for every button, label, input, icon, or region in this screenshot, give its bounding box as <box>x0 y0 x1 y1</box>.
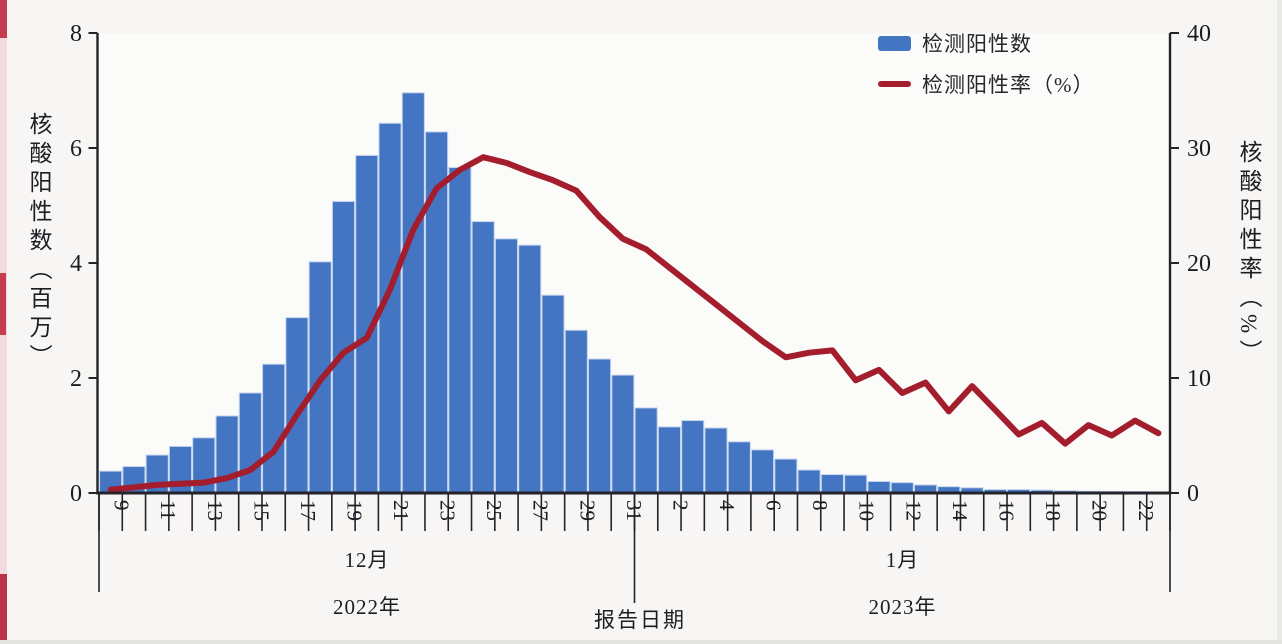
bar-12/28 <box>541 294 565 494</box>
bar-12/22 <box>401 92 425 494</box>
x-axis-day-label: 20 <box>1088 500 1112 521</box>
bar-1/4 <box>704 427 728 494</box>
bar-1/9 <box>820 474 844 494</box>
right-edge-artifact <box>1277 0 1282 644</box>
month-label-january: 1月 <box>885 548 920 572</box>
x-axis-day-label: 29 <box>575 500 599 521</box>
year-label-2023: 2023年 <box>868 595 937 619</box>
x-axis-title: 报告日期 <box>594 608 686 632</box>
left-axis-tick-label: 4 <box>70 251 82 277</box>
bar-1/1 <box>634 407 658 494</box>
bar-1/2 <box>657 426 681 494</box>
right-axis-tick-label: 20 <box>1187 251 1211 277</box>
left-edge-red-mark <box>0 0 7 38</box>
left-axis-tick-label: 8 <box>70 21 82 47</box>
legend-item-rate: 检测阳性率（%） <box>878 73 1095 97</box>
legend-item-positives: 检测阳性数 <box>878 32 1095 56</box>
bar-series-swatch-icon <box>878 35 911 51</box>
x-axis-day-label: 11 <box>156 500 180 520</box>
left-axis-tick-label: 6 <box>70 136 82 162</box>
positive-rate-line <box>107 154 1162 493</box>
right-axis-tick-label: 30 <box>1187 136 1211 162</box>
bar-1/7 <box>774 458 798 494</box>
month-label-december: 12月 <box>344 548 390 572</box>
bar-12/29 <box>564 329 588 494</box>
x-axis-day-label: 15 <box>249 500 273 521</box>
x-axis-day-label: 8 <box>808 500 832 511</box>
right-axis-tick-label: 40 <box>1187 21 1211 47</box>
x-axis-day-label: 17 <box>296 500 320 521</box>
bar-12/15 <box>238 392 262 494</box>
x-axis-day-label: 18 <box>1041 500 1065 521</box>
right-axis-tick-label: 10 <box>1187 366 1211 392</box>
left-edge-red-mark <box>0 574 7 644</box>
bar-12/16 <box>262 363 286 494</box>
x-axis-day-label: 13 <box>203 500 227 521</box>
left-axis-tick-label: 2 <box>70 366 82 392</box>
bar-1/3 <box>681 420 705 494</box>
axes: 0246801020304091113151719212325272931246… <box>70 21 1211 603</box>
x-axis-day-label: 25 <box>482 500 506 521</box>
bar-12/26 <box>494 238 518 494</box>
x-axis-day-label: 6 <box>762 500 786 511</box>
right-axis-title: 核酸阳性率（%） <box>1236 140 1261 369</box>
x-axis-day-label: 10 <box>855 500 879 521</box>
line-series-swatch-icon <box>878 81 911 87</box>
x-axis-day-label: 19 <box>342 500 366 521</box>
x-axis-day-label: 4 <box>715 500 739 511</box>
bar-12/30 <box>588 358 612 494</box>
x-axis-day-label: 21 <box>389 500 413 521</box>
x-axis-day-label: 16 <box>994 500 1018 521</box>
bar-1/8 <box>797 469 821 494</box>
bar-12/27 <box>518 244 542 494</box>
bar-1/6 <box>751 449 775 494</box>
legend-label-rate: 检测阳性率（%） <box>922 73 1095 97</box>
bottom-edge-artifact <box>0 640 1282 644</box>
x-axis-day-label: 27 <box>529 500 553 521</box>
year-label-2022: 2022年 <box>333 595 401 619</box>
x-axis-day-label: 2 <box>668 500 692 511</box>
bar-12/25 <box>471 221 495 494</box>
bar-12/31 <box>611 374 635 494</box>
bar-1/12 <box>890 482 914 494</box>
x-axis-day-label: 12 <box>901 500 925 521</box>
x-axis-day-label: 22 <box>1134 500 1158 521</box>
x-axis-day-label: 9 <box>110 500 134 511</box>
left-axis-title: 核酸阳性数（百万） <box>26 112 51 373</box>
bar-1/10 <box>844 474 868 494</box>
right-axis-tick-label: 0 <box>1187 481 1199 507</box>
chart-legend: 检测阳性数 检测阳性率（%） <box>878 32 1095 116</box>
bar-1/11 <box>867 481 891 494</box>
bar-1/5 <box>727 441 751 494</box>
left-axis-tick-label: 0 <box>70 481 82 507</box>
legend-label-positives: 检测阳性数 <box>922 32 1032 56</box>
bar-12/24 <box>448 167 472 494</box>
x-axis-day-label: 14 <box>948 500 972 522</box>
left-edge-red-mark <box>0 273 6 335</box>
x-axis-day-label: 23 <box>436 500 460 521</box>
